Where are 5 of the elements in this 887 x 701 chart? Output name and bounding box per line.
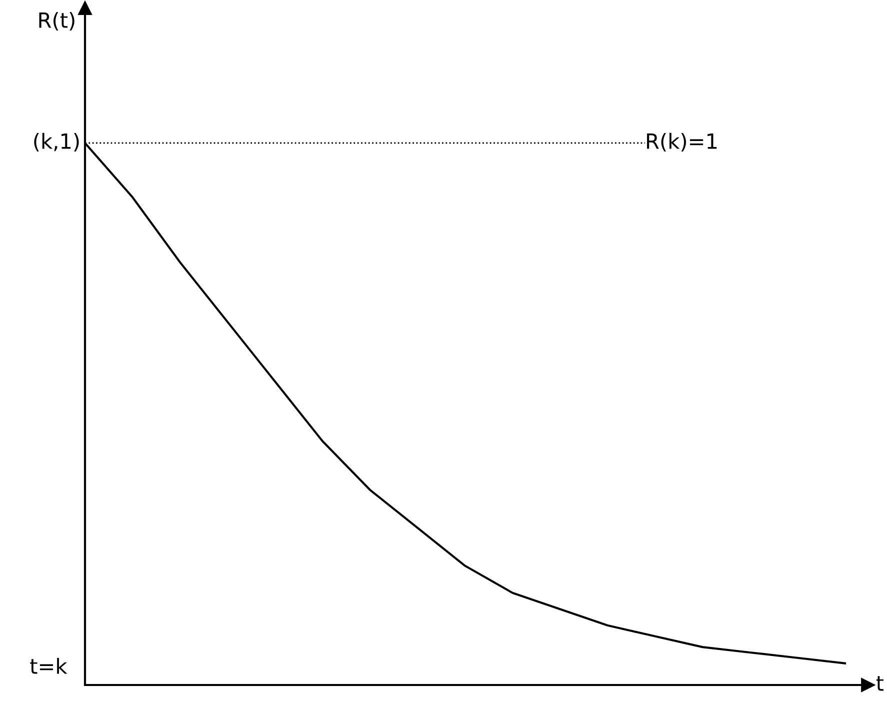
text: t=k [30,658,68,674]
text: (k,1) [34,132,79,152]
text: R(t) [39,12,74,30]
x-axis-title: t [876,676,884,691]
ref-line-label: R(k)=1 [647,132,717,152]
